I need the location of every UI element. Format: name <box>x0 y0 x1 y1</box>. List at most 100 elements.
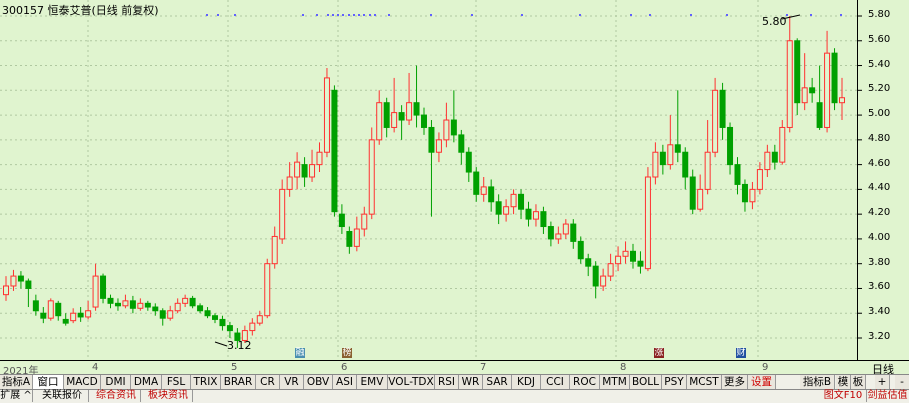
candle[interactable] <box>488 179 495 212</box>
candle[interactable] <box>458 129 465 165</box>
candle[interactable] <box>816 65 823 130</box>
candle[interactable] <box>47 298 54 321</box>
candle[interactable] <box>70 308 77 324</box>
candle[interactable] <box>652 142 659 185</box>
candle[interactable] <box>600 268 607 291</box>
candle[interactable] <box>294 152 301 190</box>
event-marker-rong[interactable]: 融 <box>295 348 305 358</box>
bottom-tab-0[interactable]: 扩展 ^ <box>0 390 33 402</box>
candle[interactable] <box>465 147 472 182</box>
indicator-tab-psy[interactable]: PSY <box>662 375 687 389</box>
toolbar-right-1[interactable]: 模 <box>836 375 851 389</box>
candle[interactable] <box>391 77 398 133</box>
candle[interactable] <box>570 219 577 249</box>
indicator-tab-更多[interactable]: 更多 <box>722 375 748 389</box>
candle[interactable] <box>10 269 17 291</box>
indicator-tab-指标a[interactable]: 指标A <box>0 375 33 389</box>
candle[interactable] <box>689 169 696 215</box>
candle[interactable] <box>727 122 734 175</box>
info-dot[interactable] <box>332 14 334 16</box>
candle[interactable] <box>129 295 136 314</box>
candle[interactable] <box>771 144 778 170</box>
bottom-right-tab-0[interactable]: 图文F10 <box>820 390 867 402</box>
bottom-tab-1[interactable]: 关联报价 <box>36 390 89 402</box>
info-dot[interactable] <box>430 14 432 16</box>
indicator-tab-dmi[interactable]: DMI <box>101 375 131 389</box>
candle[interactable] <box>122 294 129 309</box>
candle[interactable] <box>801 53 808 111</box>
candle[interactable] <box>346 226 353 254</box>
candle[interactable] <box>144 300 151 311</box>
candle[interactable] <box>779 120 786 165</box>
candle[interactable] <box>25 278 32 308</box>
candle[interactable] <box>413 65 420 128</box>
candle[interactable] <box>480 177 487 202</box>
indicator-tab-vr[interactable]: VR <box>280 375 304 389</box>
indicator-tab-mtm[interactable]: MTM <box>600 375 630 389</box>
period-label[interactable]: 日线 <box>872 363 894 376</box>
candle[interactable] <box>719 82 726 140</box>
info-dot[interactable] <box>726 14 728 16</box>
candle[interactable] <box>630 243 636 269</box>
info-dot[interactable] <box>649 14 651 16</box>
candle[interactable] <box>32 294 39 316</box>
candle[interactable] <box>809 77 816 103</box>
candle[interactable] <box>368 127 375 220</box>
candle[interactable] <box>622 241 629 264</box>
indicator-tab-cci[interactable]: CCI <box>541 375 570 389</box>
indicator-tab-asi[interactable]: ASI <box>333 375 357 389</box>
candle[interactable] <box>383 97 390 138</box>
indicator-tab-设置[interactable]: 设置 <box>748 375 776 389</box>
candle[interactable] <box>167 305 174 321</box>
info-dot[interactable] <box>358 14 360 16</box>
zoom-minus-button[interactable]: - <box>895 375 909 389</box>
info-dot[interactable] <box>388 14 390 16</box>
candle[interactable] <box>577 236 584 264</box>
event-marker-cai[interactable]: 财 <box>736 348 746 358</box>
indicator-tab-dma[interactable]: DMA <box>131 375 162 389</box>
candle[interactable] <box>331 85 338 217</box>
candle[interactable] <box>361 206 368 237</box>
candle[interactable] <box>241 325 248 343</box>
toolbar-right-0[interactable]: 指标B <box>800 375 835 389</box>
candle[interactable] <box>323 68 330 158</box>
info-dot[interactable] <box>302 14 304 16</box>
candle[interactable] <box>824 30 831 133</box>
candle[interactable] <box>786 16 793 133</box>
candle[interactable] <box>547 221 554 247</box>
info-dot[interactable] <box>630 14 632 16</box>
info-dot[interactable] <box>374 14 376 16</box>
candle[interactable] <box>234 328 241 348</box>
candle[interactable] <box>256 310 263 326</box>
candle[interactable] <box>503 199 510 222</box>
candle[interactable] <box>77 307 84 322</box>
candle[interactable] <box>712 77 719 158</box>
candle[interactable] <box>421 107 427 135</box>
candle[interactable] <box>226 321 233 338</box>
indicator-tab-sar[interactable]: SAR <box>483 375 512 389</box>
kline-chart-area[interactable]: 300157 恒泰艾普(日线 前复权) 5.80 5.60 5.40 5.20 5.00… <box>0 0 909 360</box>
info-dot[interactable] <box>810 14 812 16</box>
candle[interactable] <box>189 295 196 309</box>
candle[interactable] <box>749 181 756 210</box>
info-dot[interactable] <box>327 14 329 16</box>
candle[interactable] <box>406 72 413 125</box>
candle[interactable] <box>555 226 562 244</box>
indicator-tab-brar[interactable]: BRAR <box>221 375 256 389</box>
candle[interactable] <box>435 132 442 163</box>
candle[interactable] <box>55 300 62 321</box>
indicator-tab-macd[interactable]: MACD <box>64 375 101 389</box>
candle[interactable] <box>264 258 271 319</box>
bottom-tab-2[interactable]: 综合资讯 <box>92 390 141 402</box>
indicator-tab-kdj[interactable]: KDJ <box>512 375 541 389</box>
info-dot[interactable] <box>579 14 581 16</box>
candle[interactable] <box>585 253 592 277</box>
candle[interactable] <box>114 298 121 311</box>
candle[interactable] <box>667 115 674 170</box>
candle[interactable] <box>159 308 166 326</box>
candle[interactable] <box>85 300 92 320</box>
candle[interactable] <box>3 276 9 301</box>
candle[interactable] <box>450 90 457 143</box>
candle[interactable] <box>615 246 622 272</box>
candle[interactable] <box>607 253 614 282</box>
